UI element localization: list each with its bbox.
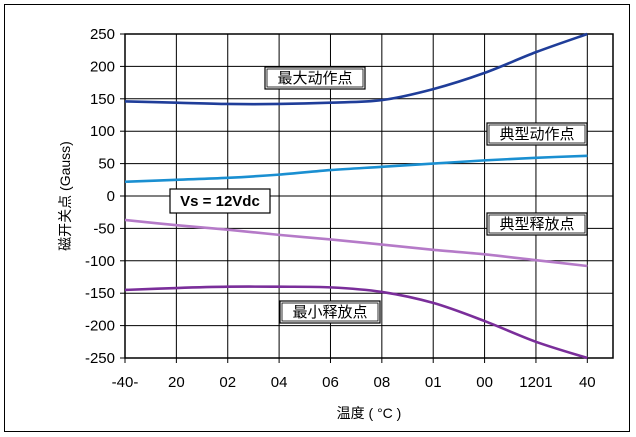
annotation-box	[486, 122, 588, 146]
y-tick-label: 250	[90, 26, 115, 43]
y-tick-label: 150	[90, 91, 115, 108]
x-tick-label: -40-	[112, 374, 139, 391]
x-tick-label: 40	[579, 374, 596, 391]
annotation-text: 最大动作点	[277, 69, 352, 87]
x-tick-label: 20	[168, 374, 185, 391]
y-tick-label: -200	[85, 318, 115, 335]
y-tick-label: -150	[85, 285, 115, 302]
annotation-box-inner	[266, 68, 364, 88]
annotation-text: 典型动作点	[499, 125, 574, 143]
x-tick-label: 01	[425, 374, 442, 391]
annotation-box	[279, 300, 381, 324]
y-tick-label: 100	[90, 123, 115, 140]
series-line	[124, 285, 588, 360]
annotation-label: 典型动作点	[486, 122, 588, 146]
annotation-box-inner	[488, 214, 586, 234]
x-tick-label: 08	[373, 374, 390, 391]
annotation-box	[169, 188, 271, 214]
annotation-label: Vs = 12Vdc	[169, 188, 271, 214]
annotation-label: 最小释放点	[279, 300, 381, 324]
y-tick-label: 0	[107, 188, 115, 205]
series-group	[124, 32, 588, 360]
series-line	[124, 218, 588, 268]
annotation-box-inner	[281, 302, 379, 322]
x-tick-label: 06	[322, 374, 339, 391]
y-tick-label: 50	[98, 156, 115, 173]
y-tick-label: -250	[85, 350, 115, 367]
annotation-text: 典型释放点	[499, 215, 574, 233]
x-axis-title: 温度 ( °C )	[337, 405, 402, 421]
annotation-box	[264, 66, 366, 90]
x-tick-label: 00	[476, 374, 493, 391]
x-tick-label: 04	[271, 374, 288, 391]
y-tick-label: -50	[93, 220, 115, 237]
x-tick-label: 1201	[519, 374, 552, 391]
annotation-box-inner	[488, 124, 586, 144]
annotation-text: Vs = 12Vdc	[180, 193, 260, 210]
y-tick-label: -100	[85, 253, 115, 270]
annotation-label: 最大动作点	[264, 66, 366, 90]
series-line	[124, 32, 588, 106]
annotation-label: 典型释放点	[486, 212, 588, 236]
annotation-text: 最小释放点	[292, 303, 367, 321]
y-axis: 250 200 150 100 50 0 -50 -100 -150 -200 -250	[85, 26, 125, 367]
annotation-box	[486, 212, 588, 236]
y-tick-label: 200	[90, 58, 115, 75]
series-line	[124, 154, 588, 184]
x-tick-label: 02	[219, 374, 236, 391]
x-axis: -40- 20 02 04 06 08 01 00 1201 40	[112, 358, 596, 391]
y-axis-title: 磁开关点 (Gauss)	[57, 141, 73, 251]
